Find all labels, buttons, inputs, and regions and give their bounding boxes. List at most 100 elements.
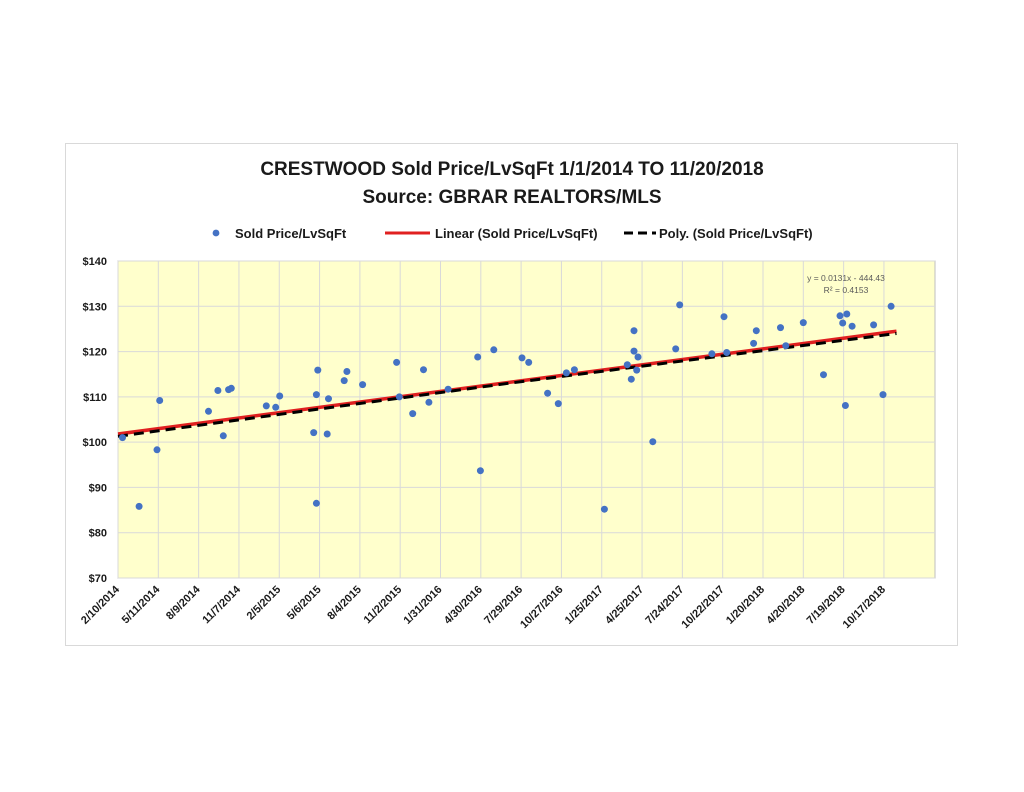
data-point	[752, 327, 760, 335]
data-point	[887, 302, 895, 310]
data-point	[672, 345, 680, 353]
data-point	[314, 366, 322, 374]
data-point	[490, 346, 498, 354]
y-tick-label: $80	[89, 528, 107, 540]
data-point	[359, 381, 367, 389]
data-point	[444, 385, 452, 393]
y-tick-label: $120	[83, 347, 107, 359]
x-tick-label: 11/7/2014	[200, 583, 243, 626]
y-axis-ticks: $70 $80 $90 $100 $110 $120 $130 $140	[83, 256, 107, 585]
data-point	[627, 375, 635, 383]
x-tick-label: 4/30/2016	[442, 584, 485, 627]
scatter-points	[119, 301, 895, 513]
r-squared-label: R² = 0.4153	[824, 285, 869, 295]
data-point	[649, 438, 657, 446]
legend-label-poly: Poly. (Sold Price/LvSqFt)	[659, 226, 813, 241]
y-tick-label: $140	[83, 256, 107, 268]
x-tick-label: 7/24/2017	[643, 584, 686, 627]
data-point	[525, 358, 533, 366]
data-point	[777, 324, 784, 332]
data-point	[310, 429, 318, 437]
data-point	[623, 361, 631, 369]
data-point	[214, 387, 222, 394]
x-tick-label: 5/11/2014	[120, 583, 163, 626]
data-point	[799, 319, 807, 327]
legend-label-sold-price: Sold Price/LvSqFt	[235, 226, 347, 241]
chart-subtitle: Source: GBRAR REALTORS/MLS	[362, 187, 661, 208]
data-point	[723, 349, 731, 356]
x-tick-label: 4/25/2017	[603, 584, 646, 627]
data-point	[841, 402, 849, 409]
data-point	[634, 353, 642, 361]
x-tick-label: 2/10/2014	[79, 583, 123, 627]
legend: Sold Price/LvSqFt Linear (Sold Price/LvS…	[212, 226, 813, 241]
x-tick-label: 10/17/2018	[841, 584, 888, 631]
data-point	[720, 313, 728, 321]
x-tick-label: 1/25/2017	[563, 584, 606, 627]
data-point	[708, 350, 716, 358]
data-point	[782, 342, 790, 350]
data-point	[340, 377, 348, 385]
data-point	[676, 301, 684, 309]
poly-trendline	[117, 332, 897, 438]
x-tick-label: 8/9/2014	[164, 583, 203, 622]
trendlines	[117, 329, 897, 438]
chart-title: CRESTWOOD Sold Price/LvSqFt 1/1/2014 TO …	[260, 159, 763, 180]
data-point	[325, 395, 332, 403]
x-tick-label: 2/5/2015	[245, 584, 284, 623]
x-tick-label: 10/27/2016	[518, 584, 565, 631]
data-point	[272, 403, 280, 411]
data-point	[562, 369, 570, 377]
data-point	[262, 402, 270, 410]
data-point	[119, 434, 126, 442]
y-tick-label: $90	[89, 482, 107, 494]
data-point	[870, 321, 878, 329]
grid	[117, 260, 935, 579]
x-tick-label: 1/20/2018	[724, 584, 767, 627]
data-point	[836, 312, 844, 320]
data-point	[343, 368, 351, 375]
data-point	[879, 391, 887, 399]
data-point	[312, 391, 320, 399]
x-tick-label: 8/4/2015	[325, 584, 364, 623]
data-point	[205, 407, 212, 415]
data-point	[518, 354, 526, 362]
x-tick-label: 1/31/2016	[402, 584, 445, 627]
data-point	[848, 322, 856, 330]
y-tick-label: $70	[89, 573, 107, 585]
x-tick-label: 5/6/2015	[285, 584, 324, 623]
data-point	[135, 502, 143, 510]
data-point	[393, 358, 401, 366]
trendline-equation: y = 0.0131x - 444.43	[807, 273, 885, 283]
data-point	[570, 366, 578, 374]
data-point	[544, 389, 552, 397]
data-point	[820, 371, 827, 379]
data-point	[425, 398, 433, 406]
data-point	[839, 319, 847, 327]
x-tick-label: 7/29/2016	[482, 584, 525, 627]
data-point	[219, 432, 227, 440]
plot-area	[117, 260, 936, 579]
data-point	[630, 347, 638, 355]
y-tick-label: $100	[83, 437, 107, 449]
data-point	[420, 366, 427, 374]
data-point	[600, 505, 608, 513]
data-point	[554, 400, 562, 408]
data-point	[476, 467, 484, 475]
x-tick-label: 4/20/2018	[764, 584, 807, 627]
x-tick-label: 11/2/2015	[362, 584, 405, 627]
data-point	[312, 499, 320, 507]
data-point	[474, 353, 482, 361]
data-point	[323, 430, 331, 438]
x-tick-label: 10/22/2017	[679, 584, 726, 631]
x-tick-label: 7/19/2018	[805, 584, 848, 627]
y-tick-label: $130	[83, 301, 107, 313]
data-point	[395, 393, 403, 401]
data-point	[276, 392, 284, 400]
data-point	[633, 366, 641, 374]
y-tick-label: $110	[83, 392, 107, 404]
data-point	[750, 339, 758, 347]
data-point	[843, 310, 851, 318]
